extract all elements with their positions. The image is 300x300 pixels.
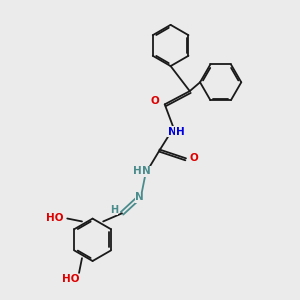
Text: H: H [176, 127, 184, 137]
Text: N: N [168, 127, 176, 137]
Text: N: N [142, 167, 151, 176]
Text: N: N [135, 192, 144, 202]
Text: HO: HO [61, 274, 79, 284]
Text: O: O [151, 96, 160, 106]
Text: O: O [190, 153, 199, 163]
Text: HO: HO [46, 213, 64, 223]
Text: H: H [133, 167, 142, 176]
Text: H: H [110, 205, 118, 215]
